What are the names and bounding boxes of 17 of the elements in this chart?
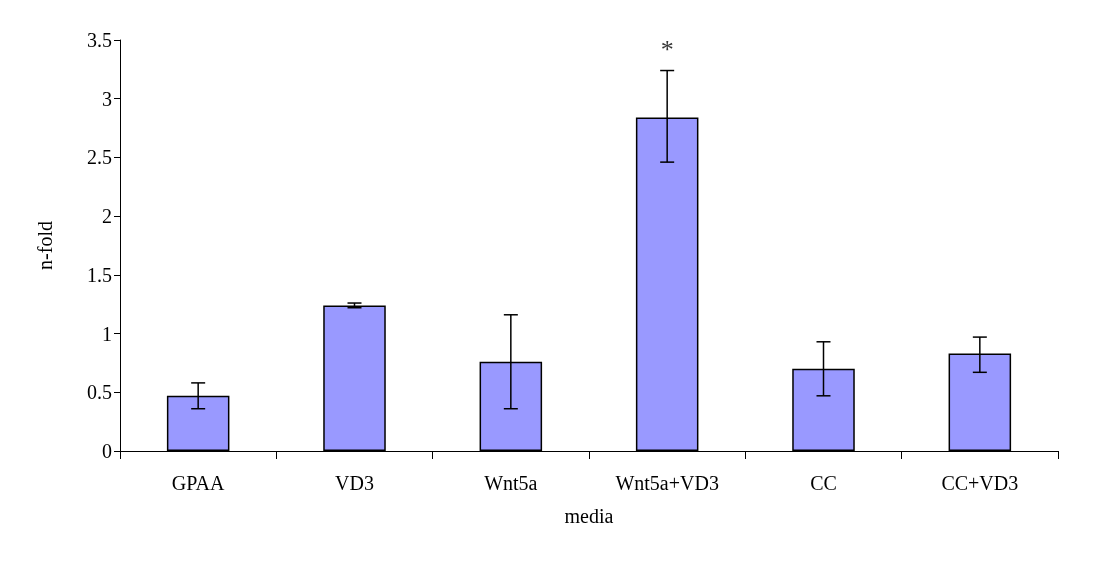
x-tick-label: CC+VD3 — [941, 472, 1019, 494]
y-tick-label: 2.5 — [87, 146, 112, 169]
y-tick-label: 0 — [102, 440, 112, 462]
x-tick-label: Wnt5a — [484, 472, 538, 494]
y-tick-label: 2 — [102, 205, 112, 228]
x-tick-label: VD3 — [335, 472, 374, 494]
x-tick-label: CC — [810, 472, 837, 494]
y-tick-label: 3.5 — [87, 29, 112, 51]
y-axis-title: n-fold — [34, 221, 56, 270]
y-tick-label: 1 — [102, 322, 112, 345]
x-tick-label: Wnt5a+VD3 — [615, 472, 719, 494]
y-tick-label: 0.5 — [87, 381, 112, 404]
y-tick-label: 1.5 — [87, 263, 112, 286]
x-tick-label: GPAA — [171, 472, 226, 494]
y-tick-label: 3 — [102, 87, 112, 110]
x-axis-title: media — [564, 505, 614, 527]
annotation: * — [660, 35, 674, 65]
